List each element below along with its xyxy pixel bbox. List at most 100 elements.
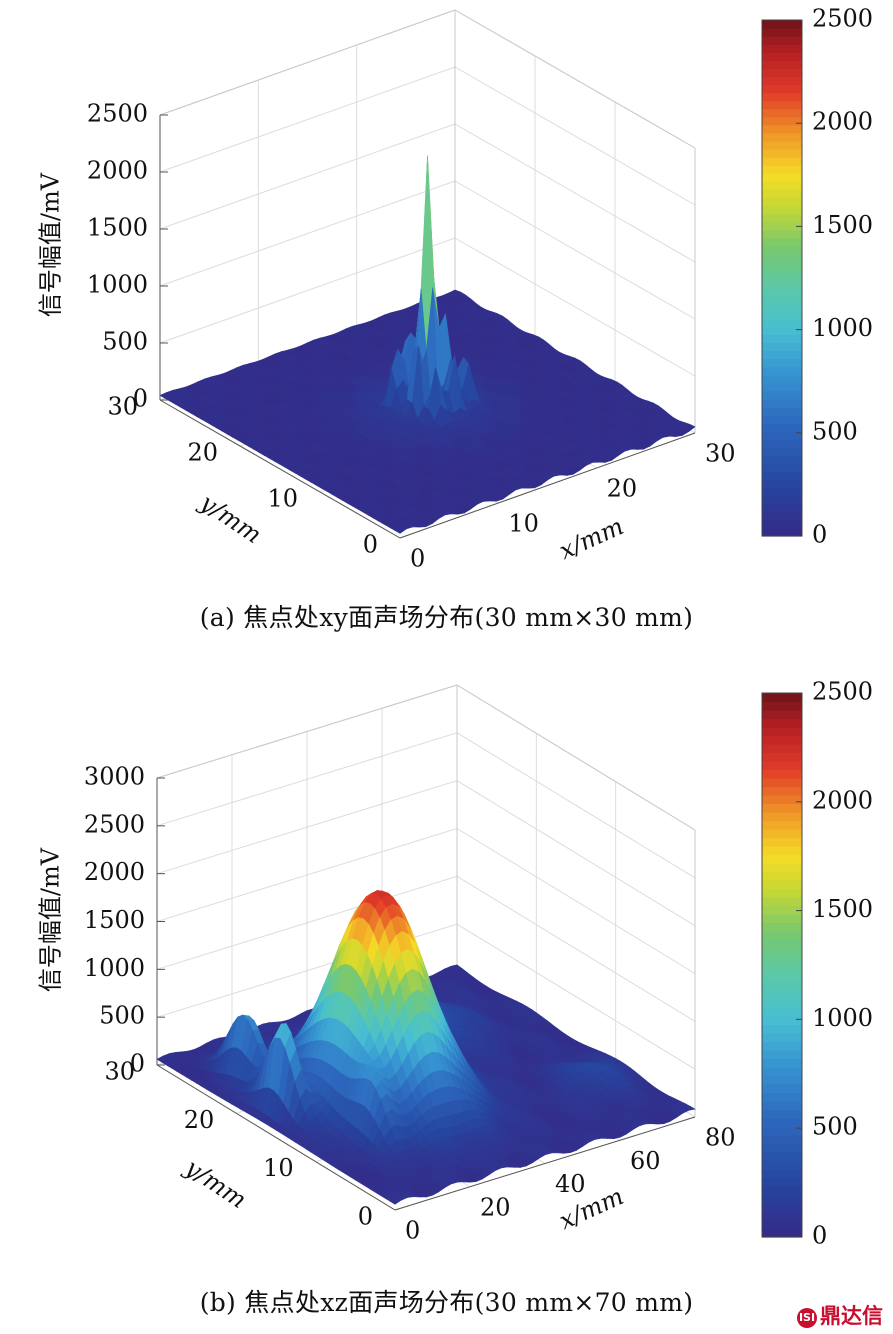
colorbar-segment [762, 812, 802, 822]
z-tick-label: 1500 [84, 906, 145, 934]
colorbar-segment [762, 973, 802, 983]
colorbar-segment [762, 1101, 802, 1111]
z-tick-label: 500 [102, 328, 148, 356]
colorbar-segment [762, 888, 802, 898]
colorbar-tick-label: 500 [812, 1113, 858, 1141]
colorbar-segment [762, 854, 802, 864]
z-tick-label: 1500 [87, 214, 148, 242]
y-axis-title: y/mm [194, 488, 266, 549]
colorbar-segment [762, 871, 802, 881]
colorbar-segment [762, 1211, 802, 1221]
y-tick-label: 30 [107, 393, 138, 421]
x-tick-label: 30 [705, 440, 736, 468]
colorbar-segment [762, 503, 802, 513]
colorbar-segment [762, 1084, 802, 1094]
colorbar-segment [762, 1177, 802, 1187]
colorbar-segment [762, 100, 802, 110]
colorbar-segment [762, 390, 802, 400]
colorbar-segment [762, 173, 802, 182]
grid-line-z [156, 684, 696, 831]
colorbar-segment [762, 1033, 802, 1043]
colorbar-segment [762, 795, 802, 805]
colorbar-segment [762, 221, 802, 231]
colorbar-segment [762, 846, 802, 856]
colorbar-segment [762, 52, 802, 61]
y-axis-line [156, 1064, 396, 1211]
colorbar-tick-label: 2500 [812, 678, 873, 706]
colorbar-segment [762, 990, 802, 1000]
colorbar-segment [762, 897, 802, 907]
surface [159, 155, 696, 534]
x-tick-label: 20 [480, 1193, 511, 1221]
colorbar-segment [762, 965, 802, 975]
colorbar-segment [762, 463, 802, 473]
colorbar-segment [762, 132, 802, 142]
surface-patch [394, 526, 408, 534]
colorbar-segment [762, 116, 802, 126]
colorbar-segment [762, 982, 802, 992]
colorbar-segment [762, 1126, 802, 1136]
colorbar-segment [762, 205, 802, 215]
caption-b: (b) 焦点处xz面声场分布(30 mm×70 mm) [199, 1288, 694, 1317]
colorbar-segment [762, 752, 802, 762]
colorbar-tick-label: 0 [812, 1222, 827, 1250]
colorbar-segment [762, 487, 802, 497]
colorbar-segment [762, 948, 802, 958]
colorbar-segment [762, 829, 802, 839]
colorbar-segment [762, 495, 802, 505]
colorbar-segment [762, 761, 802, 771]
colorbar-segment [762, 1118, 802, 1128]
y-tick-label: 10 [263, 1154, 294, 1182]
colorbar-segment [762, 237, 802, 247]
x-axis-title: x/mm [555, 512, 628, 565]
colorbar-segment [762, 1075, 802, 1085]
colorbar-segment [762, 1228, 802, 1238]
colorbar-segment [762, 92, 802, 102]
y-axis-title: y/mm [179, 1153, 251, 1214]
colorbar-segment [762, 905, 802, 915]
colorbar-segment [762, 519, 802, 529]
colorbar-segment [762, 1092, 802, 1102]
colorbar-tick-label: 2500 [812, 5, 873, 33]
y-axis-line [159, 399, 401, 539]
colorbar-segment [762, 318, 802, 327]
colorbar-segment [762, 44, 802, 53]
colorbar-segment [762, 880, 802, 890]
colorbar-segment [762, 20, 802, 29]
x-tick-label: 0 [405, 1217, 420, 1245]
colorbar-segment [762, 1220, 802, 1230]
colorbar-segment [762, 140, 802, 150]
colorbar-segment [762, 415, 802, 424]
colorbar-segment [762, 108, 802, 118]
x-axis-line [399, 432, 696, 539]
colorbar-segment [762, 1050, 802, 1060]
colorbar-segment [762, 939, 802, 949]
colorbar-segment [762, 439, 802, 448]
grid-line-z [156, 732, 696, 879]
x-tick-label: 80 [705, 1124, 736, 1152]
colorbar-segment [762, 366, 802, 376]
colorbar-segment [762, 269, 802, 279]
z-tick-label: 1000 [84, 954, 145, 982]
colorbar-segment [762, 84, 802, 94]
colorbar-segment [762, 471, 802, 481]
z-axis-title: 信号幅值/mV [37, 172, 65, 317]
colorbar-segment [762, 229, 802, 239]
colorbar-tick-label: 1500 [812, 211, 873, 239]
colorbar-segment [762, 68, 802, 78]
colorbar-segment [762, 326, 802, 336]
colorbar-segment [762, 374, 802, 384]
colorbar-segment [762, 60, 802, 69]
logo-mark-icon: ISI [797, 1308, 817, 1328]
colorbar-segment [762, 922, 802, 932]
grid-line-z [156, 780, 696, 927]
colorbar-segment [762, 398, 802, 408]
colorbar-segment [762, 527, 802, 537]
z-tick-label: 1000 [87, 271, 148, 299]
colorbar-segment [762, 1067, 802, 1077]
colorbar-segment [762, 350, 802, 360]
colorbar-segment [762, 189, 802, 198]
chart-panel-b: 0 500 1000 1500 2000 2500 3000 0 10 20 30 0 20 40 60 80… [0, 665, 893, 1334]
colorbar-tick-label: 0 [812, 521, 827, 549]
